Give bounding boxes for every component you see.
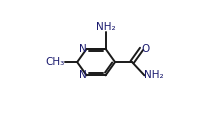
Text: O: O	[142, 44, 150, 54]
Text: NH₂: NH₂	[96, 22, 115, 32]
Text: NH₂: NH₂	[144, 70, 164, 80]
Text: N: N	[79, 70, 87, 80]
Text: N: N	[79, 44, 87, 54]
Text: CH₃: CH₃	[46, 57, 65, 67]
